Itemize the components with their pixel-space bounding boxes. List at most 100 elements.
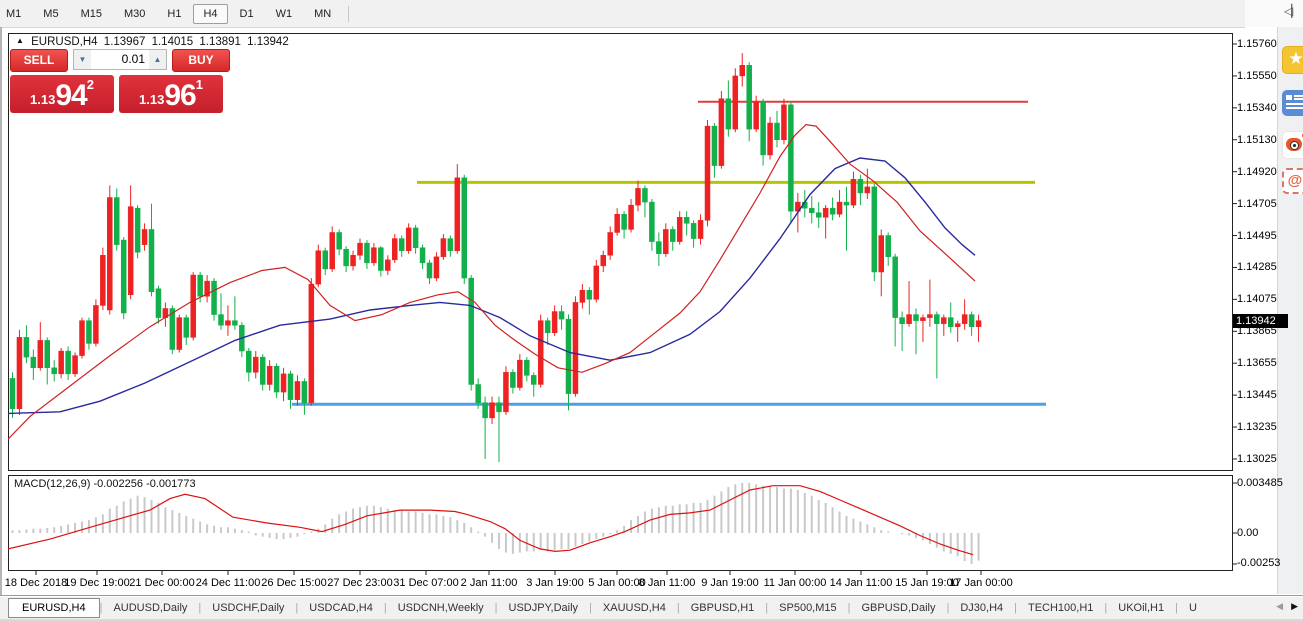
- one-click-trading-panel: SELL ▼ 0.01 ▲ BUY 1.13 94 2 1.13 96 1: [10, 49, 230, 113]
- time-tick-label: 21 Dec 00:00: [129, 577, 195, 589]
- mail-icon[interactable]: @: [1282, 168, 1303, 194]
- buy-price-panel[interactable]: 1.13 96 1: [119, 75, 223, 113]
- tab-eurusd-h4[interactable]: EURUSD,H4: [8, 597, 100, 618]
- window-bottom-edge: [0, 618, 1303, 621]
- tab-separator: |: [1175, 601, 1178, 614]
- price-tick-label: 1.14285: [1237, 261, 1277, 274]
- ohlc-open: 1.13967: [103, 36, 146, 48]
- time-tick-label: 8 Jan 11:00: [638, 577, 696, 589]
- ohlc-high: 1.14015: [151, 36, 194, 48]
- tab-separator: |: [765, 601, 769, 614]
- sell-button[interactable]: SELL: [10, 49, 68, 72]
- news-panel-icon[interactable]: [1282, 90, 1303, 116]
- price-tick-label: 1.15550: [1237, 69, 1277, 82]
- timeframe-button-h4[interactable]: H4: [193, 3, 228, 24]
- timeframe-button-h1[interactable]: H1: [167, 7, 182, 20]
- tab-gbpusd-h1[interactable]: GBPUSD,H1: [690, 601, 755, 614]
- weibo-eyeball: [1290, 141, 1299, 150]
- tab-usdchf-daily[interactable]: USDCHF,Daily: [212, 601, 285, 614]
- chart-symbol-period: EURUSD,H4: [31, 36, 98, 48]
- sell-price-pip: 2: [86, 77, 94, 92]
- tab-usdcad-h4[interactable]: USDCAD,H4: [309, 601, 373, 614]
- time-tick-label: 3 Jan 19:00: [526, 577, 584, 589]
- volume-increase-button[interactable]: ▲: [149, 50, 166, 69]
- price-tick-label: 1.14495: [1237, 229, 1277, 242]
- news-panel-glyph: [1286, 95, 1303, 109]
- time-tick-label: 17 Jan 00:00: [949, 577, 1013, 589]
- volume-stepper: ▼ 0.01 ▲: [73, 49, 167, 70]
- macd-plot-border: [8, 475, 1233, 571]
- tab-separator: |: [383, 601, 387, 614]
- timeframe-button-d1[interactable]: D1: [239, 7, 254, 20]
- slow-ma-line: [8, 157, 976, 415]
- time-tick-label: 5 Jan 00:00: [588, 577, 646, 589]
- chart-collapse-triangle-icon[interactable]: ▲: [16, 36, 24, 45]
- desktop-icon-strip: ★ @: [1277, 27, 1303, 594]
- time-tick-label: 31 Dec 07:00: [393, 577, 459, 589]
- tab-xauusd-h4[interactable]: XAUUSD,H4: [602, 601, 666, 614]
- price-tick-label: 1.15340: [1237, 101, 1277, 114]
- timeframe-button-m5[interactable]: M5: [43, 7, 59, 20]
- chart-title: ▲ EURUSD,H4 1.13967 1.14015 1.13891 1.13…: [16, 36, 292, 48]
- tab-audusd-daily[interactable]: AUDUSD,Daily: [113, 601, 188, 614]
- timeframe-button-mn[interactable]: MN: [314, 7, 332, 20]
- tab-usdcnh-weekly[interactable]: USDCNH,Weekly: [397, 601, 484, 614]
- tab-separator: |: [589, 601, 592, 614]
- volume-input[interactable]: 0.01: [121, 52, 145, 66]
- window-left-edge: [0, 27, 2, 595]
- tab-dj30-h4[interactable]: DJ30,H4: [960, 601, 1004, 614]
- tab-separator: |: [676, 601, 680, 614]
- volume-decrease-button[interactable]: ▼: [74, 50, 91, 69]
- tab-scroll-right-icon[interactable]: ▶: [1291, 601, 1298, 611]
- panel-collapse-icon[interactable]: ◁▏: [1284, 4, 1301, 18]
- tab-separator: |: [847, 601, 851, 614]
- chart-tab-bar: EURUSD,H4 | AUDUSD,Daily | USDCHF,Daily | USDC…: [0, 595, 1303, 619]
- sell-price-main: 94: [55, 79, 87, 112]
- tab-separator: |: [99, 601, 103, 614]
- price-tick-label: 1.13235: [1237, 421, 1277, 434]
- fast-ma-line: [8, 123, 976, 440]
- price-tick-label: 1.13025: [1237, 452, 1277, 465]
- timeframe-button-m1[interactable]: M1: [6, 7, 22, 20]
- sell-price-panel[interactable]: 1.13 94 2: [10, 75, 114, 113]
- tab-separator: |: [1104, 601, 1108, 614]
- tab-scroll-left-icon[interactable]: ◀: [1276, 601, 1284, 611]
- toolbar-separator: [348, 5, 350, 22]
- weibo-pupil: [1293, 144, 1296, 147]
- price-tick-label: 1.15760: [1237, 38, 1277, 50]
- tab-separator: |: [198, 601, 202, 614]
- tab-usdjpy-daily[interactable]: USDJPY,Daily: [508, 601, 579, 614]
- tab-sp500-m15[interactable]: SP500,M15: [779, 601, 837, 614]
- time-tick-label: 11 Jan 00:00: [763, 577, 827, 589]
- price-tick-label: 1.14920: [1237, 165, 1277, 178]
- timeframe-button-m15[interactable]: M15: [80, 7, 102, 20]
- price-tick-label: 1.13865: [1237, 325, 1277, 338]
- macd-indicator-label: MACD(12,26,9) -0.002256 -0.001773: [14, 478, 196, 490]
- buy-button[interactable]: BUY: [172, 49, 230, 72]
- time-tick-label: 14 Jan 11:00: [829, 577, 893, 589]
- price-tick-label: 1.13655: [1237, 357, 1277, 370]
- time-tick-label: 26 Dec 15:00: [261, 577, 327, 589]
- price-tick-label: 1.13445: [1237, 389, 1277, 402]
- price-tick-label: 1.14075: [1237, 293, 1277, 306]
- tab-scroll-arrows: ◀ ▶: [1276, 601, 1298, 612]
- sell-price-prefix: 1.13: [30, 92, 56, 107]
- tab-separator: |: [494, 601, 498, 614]
- weibo-icon[interactable]: [1282, 131, 1303, 159]
- timeframe-toolbar: M1 M5 M15 M30 H1 H4 D1 W1 MN: [0, 0, 1245, 28]
- macd-plot-layer: [8, 482, 980, 565]
- favorites-star-icon[interactable]: ★: [1282, 46, 1303, 74]
- main-plot-layer: [8, 53, 1046, 462]
- tab-gbpusd-daily[interactable]: GBPUSD,Daily: [861, 601, 936, 614]
- tab-separator: |: [1014, 601, 1017, 614]
- timeframe-button-m30[interactable]: M30: [123, 7, 146, 20]
- macd-scale-bottom: -0.00253: [1237, 557, 1281, 569]
- time-tick-label: 2 Jan 11:00: [460, 577, 518, 589]
- tab-u[interactable]: U: [1188, 601, 1197, 614]
- timeframe-button-w1[interactable]: W1: [275, 7, 293, 20]
- buy-price-pip: 1: [195, 77, 203, 92]
- tab-tech100-h1[interactable]: TECH100,H1: [1027, 601, 1094, 614]
- tab-ukoil-h1[interactable]: UKOil,H1: [1118, 601, 1165, 614]
- ohlc-low: 1.13891: [199, 36, 241, 48]
